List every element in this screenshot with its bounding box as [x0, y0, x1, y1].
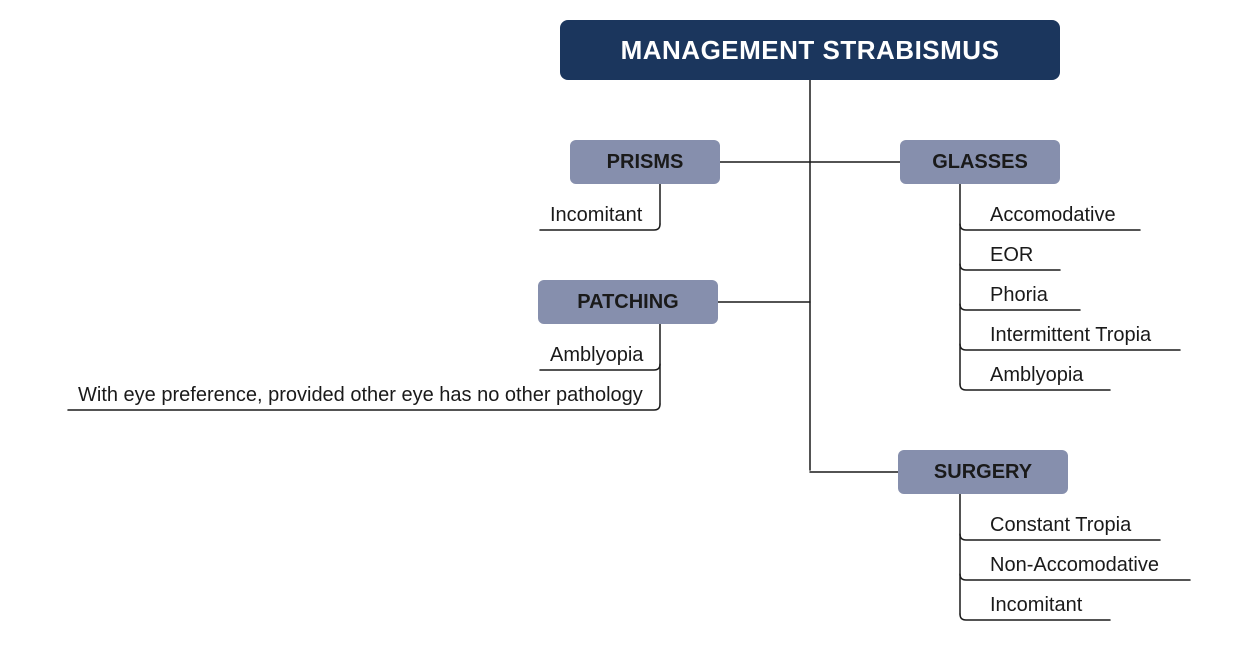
- leaf-label: Phoria: [990, 284, 1048, 307]
- leaf-glasses-0: Accomodative: [980, 200, 1140, 230]
- leaf-patching-1: With eye preference, provided other eye …: [68, 380, 666, 410]
- branch-surgery: SURGERY: [898, 450, 1068, 494]
- leaf-patching-0: Amblyopia: [540, 340, 665, 370]
- leaf-glasses-3: Intermittent Tropia: [980, 320, 1180, 350]
- branch-label: PRISMS: [607, 151, 684, 174]
- branch-label: SURGERY: [934, 461, 1032, 484]
- branch-prisms: PRISMS: [570, 140, 720, 184]
- leaf-glasses-4: Amblyopia: [980, 360, 1110, 390]
- branch-label: PATCHING: [577, 291, 678, 314]
- leaf-label: Incomitant: [990, 594, 1082, 617]
- leaf-surgery-2: Incomitant: [980, 590, 1110, 620]
- leaf-label: Amblyopia: [550, 344, 643, 367]
- leaf-glasses-2: Phoria: [980, 280, 1080, 310]
- leaf-label: With eye preference, provided other eye …: [78, 384, 643, 407]
- branch-glasses: GLASSES: [900, 140, 1060, 184]
- leaf-label: EOR: [990, 244, 1033, 267]
- leaf-label: Non-Accomodative: [990, 554, 1159, 577]
- leaf-prisms-0: Incomitant: [540, 200, 665, 230]
- leaf-surgery-0: Constant Tropia: [980, 510, 1160, 540]
- branch-label: GLASSES: [932, 151, 1028, 174]
- leaf-label: Accomodative: [990, 204, 1116, 227]
- mindmap-canvas: MANAGEMENT STRABISMUS PRISMS Incomitant GLA…: [0, 0, 1240, 660]
- branch-patching: PATCHING: [538, 280, 718, 324]
- root-label: MANAGEMENT STRABISMUS: [621, 35, 1000, 66]
- leaf-glasses-1: EOR: [980, 240, 1060, 270]
- leaf-label: Incomitant: [550, 204, 642, 227]
- leaf-label: Amblyopia: [990, 364, 1083, 387]
- root-node: MANAGEMENT STRABISMUS: [560, 20, 1060, 80]
- leaf-surgery-1: Non-Accomodative: [980, 550, 1190, 580]
- leaf-label: Constant Tropia: [990, 514, 1131, 537]
- leaf-label: Intermittent Tropia: [990, 324, 1151, 347]
